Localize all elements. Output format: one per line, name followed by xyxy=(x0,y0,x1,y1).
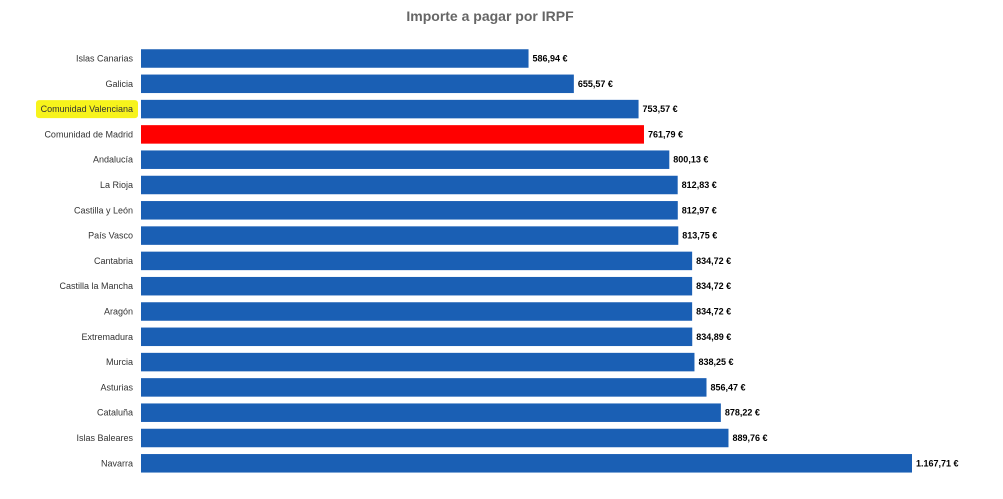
bar-castilla-la-mancha[interactable] xyxy=(141,276,693,296)
value-label-navarra: 1.167,71 € xyxy=(916,458,959,468)
value-labels: 586,94 € 655,57 € 753,57 € 761,79 € 800,13 €… xyxy=(533,54,959,469)
bar-navarra[interactable] xyxy=(141,454,912,473)
bars-layer xyxy=(141,49,912,473)
category-label-asturias: Asturias xyxy=(100,382,133,392)
chart-title: Importe a pagar por IRPF xyxy=(406,8,574,24)
bar-comunidad-de-madrid[interactable] xyxy=(141,125,644,144)
value-label-aragon: 834,72 € xyxy=(696,307,731,317)
category-label-andalucia: Andalucía xyxy=(93,155,133,165)
bar-asturias[interactable] xyxy=(141,378,707,397)
highlight-marker-comunidad-valenciana xyxy=(36,100,138,119)
bar-andalucia[interactable] xyxy=(141,150,670,169)
value-label-asturias: 856,47 € xyxy=(710,382,745,392)
category-label-castilla-y-leon: Castilla y León xyxy=(74,205,133,215)
bar-aragon[interactable] xyxy=(141,302,693,321)
bar-galicia[interactable] xyxy=(141,74,574,94)
bar-islas-canarias[interactable] xyxy=(141,49,529,68)
value-label-castilla-la-mancha: 834,72 € xyxy=(696,281,731,291)
category-label-cantabria: Cantabria xyxy=(94,256,133,266)
value-label-islas-baleares: 889,76 € xyxy=(732,433,767,443)
value-label-murcia: 838,25 € xyxy=(698,357,733,367)
bar-la-rioja[interactable] xyxy=(141,175,678,195)
category-label-galicia: Galicia xyxy=(105,79,133,89)
category-label-pais-vasco: País Vasco xyxy=(88,231,133,241)
category-label-extremadura: Extremadura xyxy=(81,332,133,342)
value-label-comunidad-valenciana: 753,57 € xyxy=(643,104,678,114)
highlight-marker-layer xyxy=(36,100,138,119)
bar-cantabria[interactable] xyxy=(141,251,693,271)
category-label-comunidad-de-madrid: Comunidad de Madrid xyxy=(44,129,133,139)
value-label-galicia: 655,57 € xyxy=(578,79,613,89)
bar-cataluna[interactable] xyxy=(141,403,721,422)
value-label-la-rioja: 812,83 € xyxy=(682,180,717,190)
category-labels: Islas Canarias Galicia Comunidad Valencian… xyxy=(41,54,134,469)
category-label-murcia: Murcia xyxy=(106,357,133,367)
bar-castilla-y-leon[interactable] xyxy=(141,201,678,220)
category-label-aragon: Aragón xyxy=(104,307,133,317)
value-label-extremadura: 834,89 € xyxy=(696,332,731,342)
value-label-comunidad-de-madrid: 761,79 € xyxy=(648,129,683,139)
category-label-islas-baleares: Islas Baleares xyxy=(76,433,133,443)
category-label-navarra: Navarra xyxy=(101,458,133,468)
bar-murcia[interactable] xyxy=(141,352,695,372)
value-label-castilla-y-leon: 812,97 € xyxy=(682,205,717,215)
value-label-andalucia: 800,13 € xyxy=(673,155,708,165)
value-label-cantabria: 834,72 € xyxy=(696,256,731,266)
value-label-cataluna: 878,22 € xyxy=(725,408,760,418)
category-label-castilla-la-mancha: Castilla la Mancha xyxy=(59,281,133,291)
bar-comunidad-valenciana[interactable] xyxy=(141,99,639,119)
value-label-pais-vasco: 813,75 € xyxy=(682,231,717,241)
category-label-cataluna: Cataluña xyxy=(97,408,133,418)
bar-extremadura[interactable] xyxy=(141,327,693,347)
category-label-islas-canarias: Islas Canarias xyxy=(76,54,134,64)
category-label-la-rioja: La Rioja xyxy=(100,180,133,190)
bar-pais-vasco[interactable] xyxy=(141,226,679,245)
bar-islas-baleares[interactable] xyxy=(141,428,729,448)
category-label-comunidad-valenciana: Comunidad Valenciana xyxy=(41,104,133,114)
value-label-islas-canarias: 586,94 € xyxy=(533,54,568,64)
